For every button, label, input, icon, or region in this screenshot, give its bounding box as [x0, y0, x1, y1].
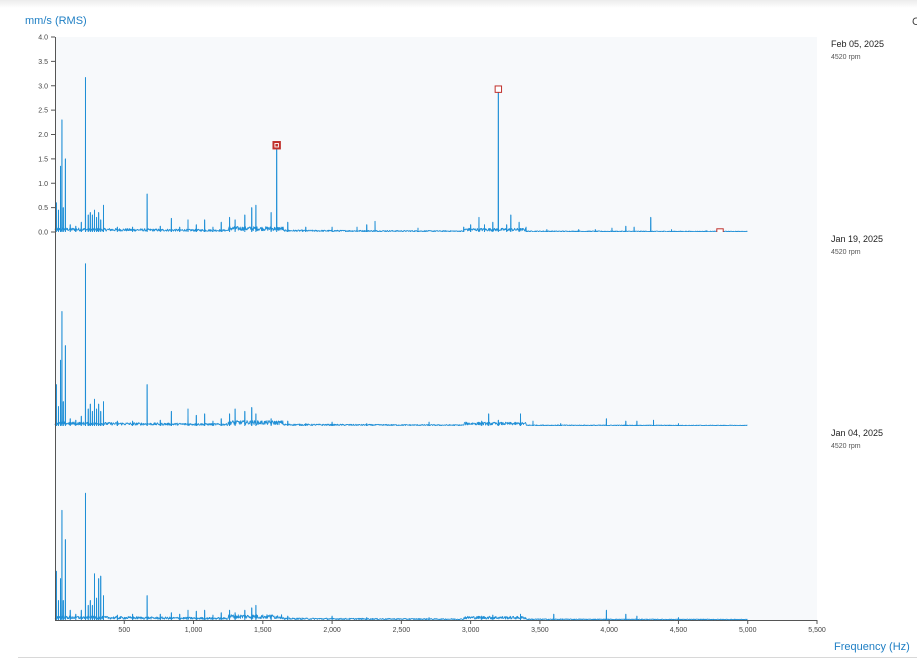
x-axis-title: Frequency (Hz)	[834, 641, 910, 653]
y-axis-unit-label: mm/s (RMS)	[25, 15, 87, 27]
x-tick-label: 5,500	[808, 627, 826, 634]
x-tick-label: 2,500	[393, 627, 411, 634]
y-tick-label: 2.5	[38, 108, 48, 115]
x-tick-label: 2,000	[323, 627, 341, 634]
y-tick-label: 4.0	[38, 35, 48, 42]
panel-date-label: Jan 19, 2025	[831, 234, 883, 244]
x-tick-label: 1,000	[185, 627, 203, 634]
y-tick-label: 3.0	[38, 83, 48, 90]
x-tick-label: 3,500	[531, 627, 549, 634]
peak-marker-core	[275, 143, 278, 147]
panel-rpm-label: 4520 rpm	[831, 54, 861, 61]
bottom-divider	[18, 657, 917, 658]
y-axis: 4.0 3.5 3.0 2.5 2.0 1.5 1.0 0.5 0.0	[38, 35, 56, 620]
x-tick-label: 3,000	[462, 627, 480, 634]
panel-background	[55, 37, 817, 232]
peak-marker[interactable]	[494, 85, 503, 93]
panel-date-label: Jan 04, 2025	[831, 428, 883, 438]
top-shadow	[0, 0, 917, 8]
x-tick-label: 1,500	[254, 627, 272, 634]
x-tick-label: 500	[118, 627, 130, 634]
panel-rpm-label: 4520 rpm	[831, 443, 861, 450]
clipped-edge-text: C	[912, 16, 917, 28]
panel-rpm-label: 4520 rpm	[831, 249, 861, 256]
x-tick-label: 5,000	[739, 627, 757, 634]
y-tick-label: 1.0	[38, 181, 48, 188]
spectrum-panel-3: Jan 04, 2025 4520 rpm	[54, 426, 883, 621]
panel-background	[55, 232, 817, 426]
spectrum-panel-2: Jan 19, 2025 4520 rpm	[54, 232, 883, 427]
spectrum-panel-1: Feb 05, 2025 4520 rpm	[54, 37, 884, 236]
x-tick-label: 4,500	[670, 627, 688, 634]
x-axis: 500 1,000 1,500 2,000 2,500 3,000 3,500 4,000 4,…	[118, 620, 826, 634]
y-tick-label: 3.5	[38, 59, 48, 66]
y-tick-label: 0.5	[38, 205, 48, 212]
y-tick-label: 2.0	[38, 132, 48, 139]
x-tick-label: 4,000	[600, 627, 618, 634]
panel-background	[55, 426, 817, 620]
panel-date-label: Feb 05, 2025	[831, 39, 884, 49]
panels-layer: Feb 05, 2025 4520 rpm Jan 19, 2025 4520 rpm…	[54, 37, 884, 621]
y-tick-label: 0.0	[38, 230, 48, 237]
y-tick-label: 1.5	[38, 156, 48, 163]
